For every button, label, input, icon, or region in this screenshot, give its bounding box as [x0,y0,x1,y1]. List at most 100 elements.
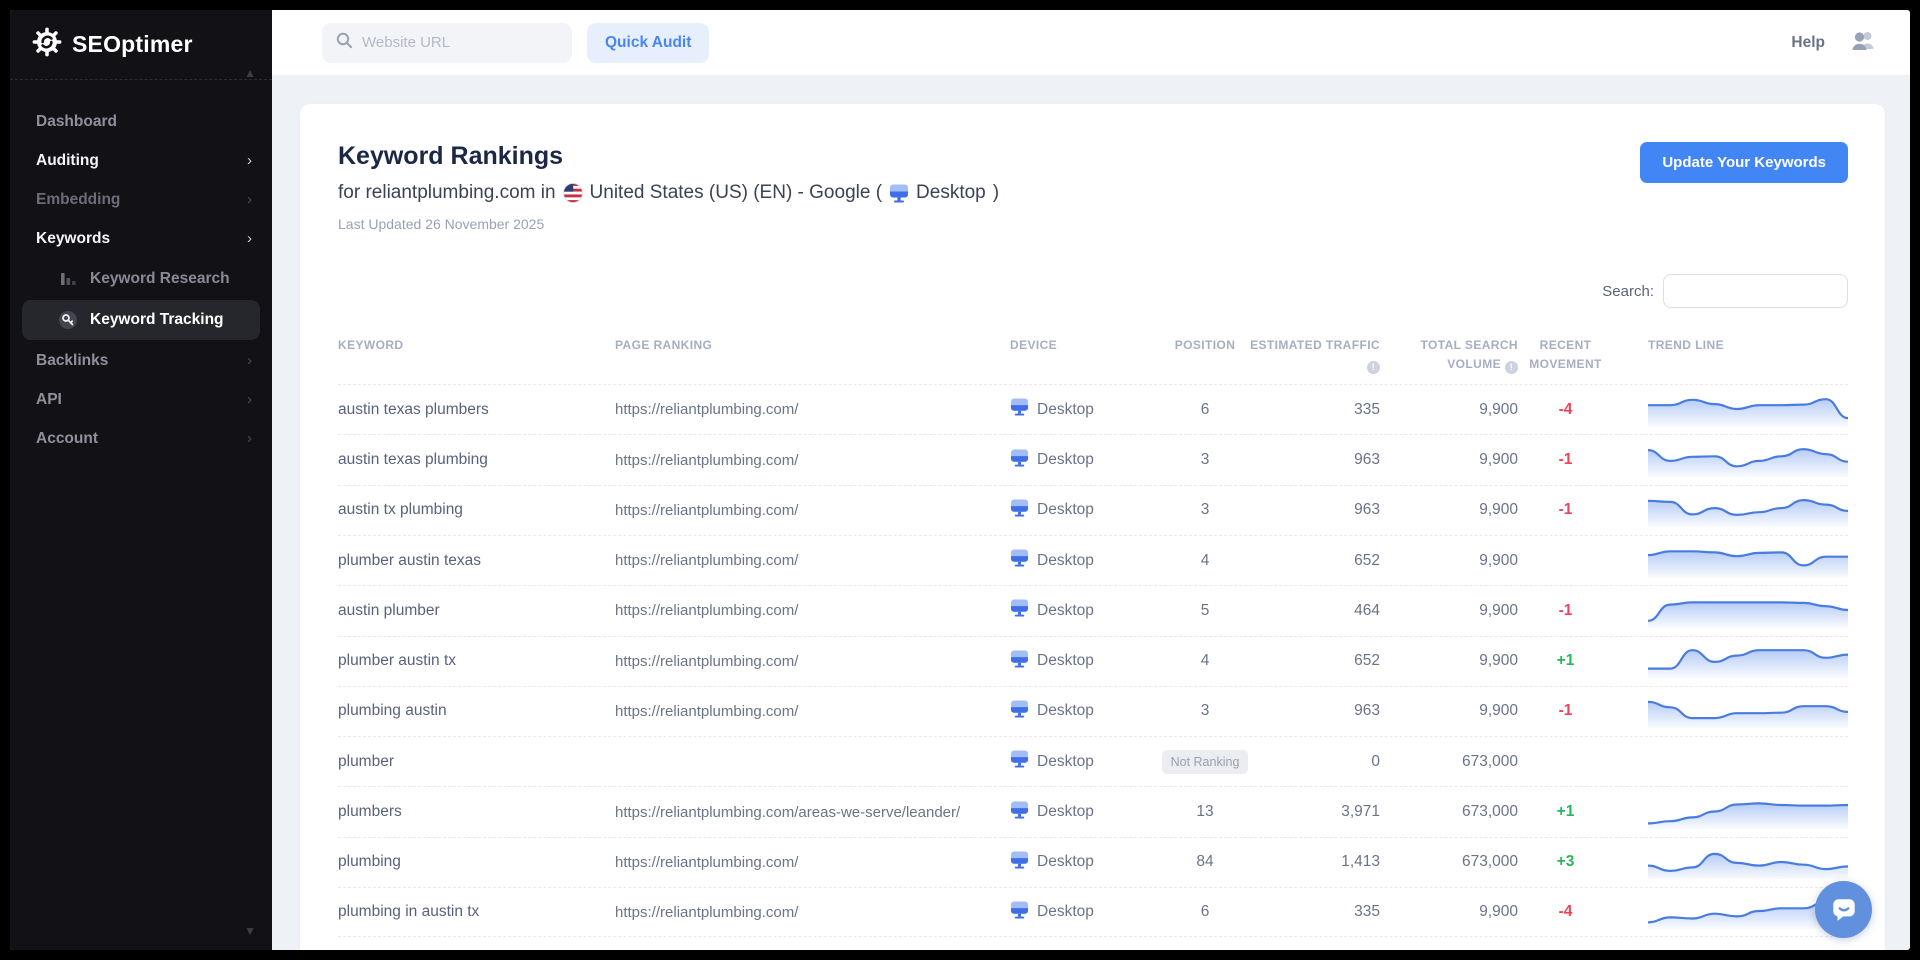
sidebar-item-keyword-research[interactable]: Keyword Research [22,259,260,299]
seoptimer-gear-icon [32,27,62,62]
sidebar-item-auditing[interactable]: Auditing › [10,141,272,180]
page-ranking-cell: https://reliantplumbing.com/areas-we-ser… [615,803,961,821]
trend-line-cell [1648,845,1848,880]
sidebar-item-dashboard[interactable]: Dashboard [10,102,272,141]
table-search-input[interactable] [1663,274,1848,308]
position-cell: 6 [1165,903,1245,921]
sidebar-item-api[interactable]: API › [10,380,272,419]
info-icon[interactable]: ! [1367,361,1380,375]
account-users-icon[interactable] [1851,30,1876,56]
key-icon [58,310,78,330]
page-ranking-cell: https://reliantplumbing.com/ [615,501,799,519]
estimated-traffic-cell: 335 [1354,400,1380,418]
device-label: Desktop [1037,400,1094,418]
desktop-device-icon [1010,549,1029,572]
keyword-cell: plumbers [338,803,402,821]
trend-sparkline [1648,549,1848,578]
estimated-traffic-cell: 3,971 [1341,803,1380,821]
trend-line-cell [1648,393,1848,427]
table-row: plumbing austin https://reliantplumbing.c… [338,685,1848,736]
desktop-device-icon [1010,750,1029,773]
desktop-device-icon [1010,901,1029,924]
device-cell: Desktop [1010,700,1165,723]
trend-sparkline [1648,853,1848,880]
column-header-recent-movement[interactable]: RECENT MOVEMENT [1529,338,1602,371]
info-icon[interactable]: ! [1505,361,1518,375]
search-icon [336,32,353,54]
sidebar-item-backlinks[interactable]: Backlinks › [10,341,272,380]
page-ranking-cell: https://reliantplumbing.com/ [615,401,799,419]
topbar: Quick Audit Help [272,10,1910,76]
desktop-device-icon [1010,398,1029,421]
device-label: Desktop [1037,903,1094,921]
recent-movement-cell: -1 [1558,501,1573,519]
column-header-page-ranking[interactable]: PAGE RANKING [615,338,713,352]
nav-scroll-down-icon[interactable]: ▼ [244,924,256,938]
sidebar-nav: ▲ Dashboard Auditing › Embedding › Keywords › K… [10,66,272,950]
sidebar-item-account[interactable]: Account › [10,419,272,458]
keyword-cell: plumbing [338,853,401,871]
column-header-device[interactable]: DEVICE [1010,338,1058,352]
column-header-position[interactable]: POSITION [1174,338,1236,352]
search-volume-cell: 9,900 [1479,903,1518,921]
table-row: plumber austin texas https://reliantplumb… [338,534,1848,585]
sidebar-item-label: Auditing [36,151,99,169]
table-row: plumber Desktop Not Ranking 0 673,000 [338,736,1848,786]
column-header-total-search-volume[interactable]: TOTAL SEARCH VOLUME! [1380,336,1518,375]
desktop-device-icon [1010,700,1029,723]
search-volume-cell: 673,000 [1461,803,1518,821]
table-body: austin texas plumbers https://reliantplum… [338,384,1848,938]
position-value: 3 [1200,702,1210,720]
position-cell: 6 [1165,401,1245,419]
device-cell: Desktop [1010,901,1165,924]
device-cell: Desktop [1010,599,1165,622]
sidebar-item-label: Dashboard [36,112,117,130]
trend-sparkline [1648,701,1848,729]
device-cell: Desktop [1010,398,1165,421]
us-flag-icon [562,183,583,203]
search-volume-cell: 9,900 [1479,451,1518,468]
desktop-device-icon [1010,650,1029,673]
trend-line-cell [1648,594,1848,628]
recent-movement-cell: -1 [1558,702,1573,720]
column-header-trend-line[interactable]: TREND LINE [1648,338,1724,352]
trend-sparkline [1648,601,1848,628]
logo-text: SEOptimer [72,31,193,57]
recent-movement-cell: +1 [1556,803,1575,821]
nav-scroll-up-icon[interactable]: ▲ [244,66,256,80]
website-url-box [322,22,572,63]
table-row: plumbers https://reliantplumbing.com/area… [338,786,1848,836]
column-header-keyword[interactable]: KEYWORD [338,338,404,352]
device-label: Desktop [1037,551,1094,569]
table-row: austin texas plumbers https://reliantplum… [338,384,1848,434]
sidebar-item-label: Keyword Tracking [90,311,224,328]
sidebar-item-label: Keywords [36,229,111,247]
column-header-estimated-traffic[interactable]: ESTIMATED TRAFFIC! [1245,336,1380,375]
page-ranking-cell: https://reliantplumbing.com/ [615,652,799,670]
search-volume-cell: 673,000 [1461,752,1518,770]
sidebar-item-embedding[interactable]: Embedding › [10,180,272,219]
recent-movement-cell: -1 [1558,451,1573,468]
sidebar-item-keyword-tracking[interactable]: Keyword Tracking [22,300,260,340]
position-cell: 5 [1165,602,1245,620]
subtitle-suffix: ) [992,182,1000,203]
keyword-cell: plumber austin texas [338,551,482,569]
subtitle-prefix: for reliantplumbing.com in [338,182,556,203]
recent-movement-cell: -4 [1558,903,1573,921]
chat-widget-button[interactable] [1815,881,1872,938]
website-url-input[interactable] [362,34,558,51]
help-link[interactable]: Help [1791,33,1825,51]
keyword-rankings-card: Keyword Rankings for reliantplumbing.com… [300,104,1885,950]
position-value: 6 [1200,903,1210,921]
estimated-traffic-cell: 0 [1371,752,1380,770]
update-keywords-button[interactable]: Update Your Keywords [1640,142,1848,183]
trend-line-cell [1648,694,1848,729]
quick-audit-button[interactable]: Quick Audit [587,22,710,63]
sidebar-item-keywords[interactable]: Keywords › [10,219,272,258]
chevron-right-icon: › [247,152,252,169]
position-cell: Not Ranking [1161,749,1249,774]
position-value: 13 [1196,803,1214,821]
logo[interactable]: SEOptimer [10,10,272,80]
page-title: Keyword Rankings [338,142,564,170]
sidebar-item-label: Backlinks [36,351,109,369]
